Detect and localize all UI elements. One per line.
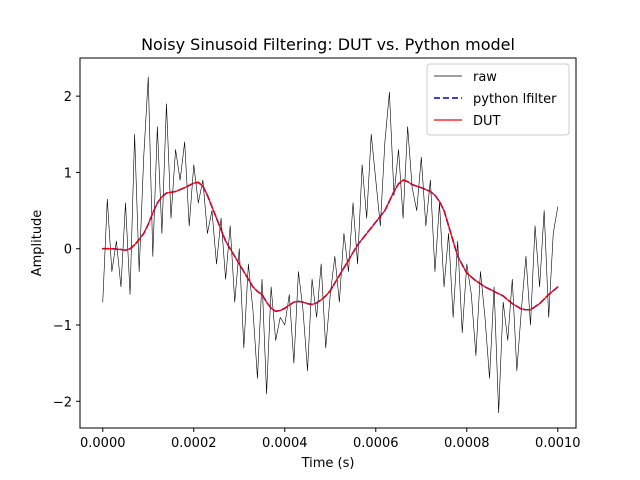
legend-box	[426, 63, 570, 136]
x-axis-label: Time (s)	[301, 456, 355, 471]
y-tick-label: 2	[64, 90, 72, 105]
series-layer	[101, 76, 559, 414]
x-tick-label: 0.0006	[353, 436, 399, 451]
y-tick-label: 0	[64, 243, 72, 258]
x-tick-label: 0.0010	[535, 436, 581, 451]
x-tick-label: 0.0008	[444, 436, 490, 451]
plot-frame	[79, 57, 577, 429]
y-axis: −2 −1 0 1 2	[53, 90, 80, 410]
series-line-raw	[102, 76, 559, 414]
y-tick-label: −2	[53, 395, 72, 410]
y-tick-label: −1	[53, 319, 72, 334]
legend-label-python-lfilter: python lfilter	[473, 92, 557, 107]
y-axis-label: Amplitude	[30, 210, 45, 277]
legend-label-dut: DUT	[473, 114, 501, 129]
legend: raw python lfilter DUT	[426, 63, 570, 136]
x-tick-label: 0.0000	[80, 436, 126, 451]
x-axis: 0.0000 0.0002 0.0004 0.0006 0.0008 0.0010	[80, 428, 581, 451]
x-tick-label: 0.0004	[262, 436, 308, 451]
legend-label-raw: raw	[473, 70, 497, 85]
series-line-dut	[102, 179, 559, 312]
y-tick-label: 1	[64, 166, 72, 181]
x-tick-label: 0.0002	[171, 436, 217, 451]
chart-title: Noisy Sinusoid Filtering: DUT vs. Python…	[141, 35, 515, 54]
